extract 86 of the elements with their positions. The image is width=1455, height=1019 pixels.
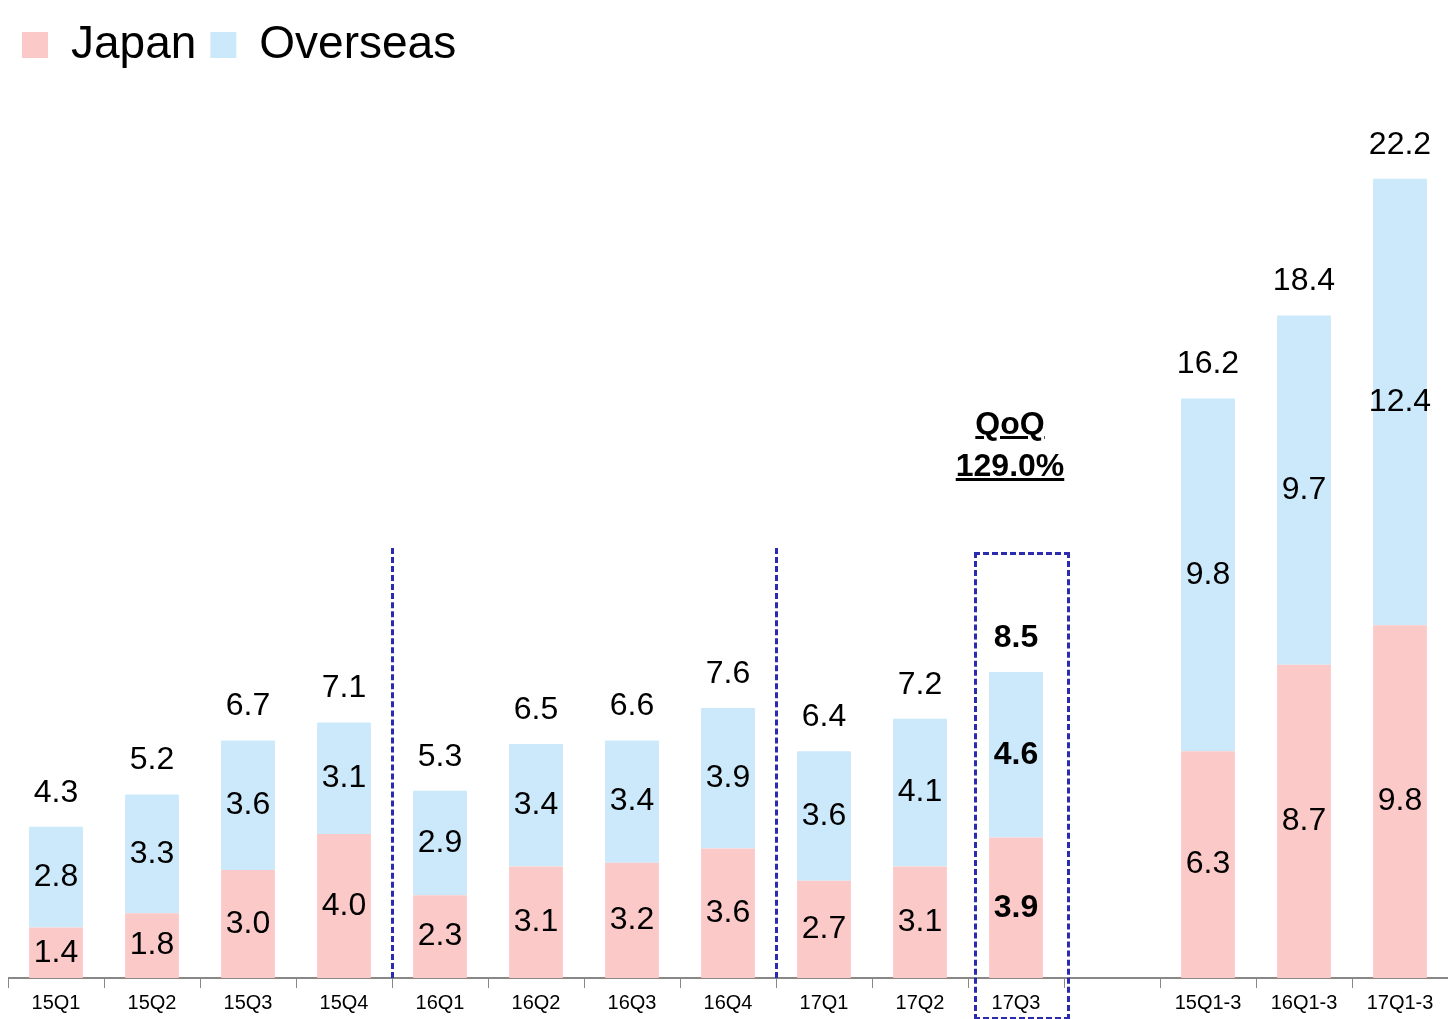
data-label: 12.4 [1368,381,1432,418]
data-label: 2.9 [417,822,463,859]
x-tick-label: 16Q4 [703,990,753,1013]
data-label: 3.9 [993,887,1039,924]
total-label: 7.2 [897,664,943,701]
bar [413,895,467,978]
total-label: 6.5 [513,689,559,726]
x-tick-label: 16Q3 [607,990,657,1013]
annotation: 129.0% [954,446,1066,485]
data-label: 3.6 [225,785,271,822]
data-label: 4.0 [321,885,367,922]
data-label: 3.0 [225,903,271,940]
bar [413,790,467,896]
data-label: 1.8 [129,925,175,962]
data-label: 2.8 [33,857,79,894]
data-label: 1.4 [33,932,79,969]
bar [605,740,659,863]
data-label: 3.3 [129,833,175,870]
data-label: 4.1 [897,772,943,809]
total-label: 6.7 [225,686,271,723]
data-label: 8.7 [1281,801,1327,838]
data-label: 3.4 [609,781,655,818]
bar [125,913,179,978]
data-label: 2.3 [417,916,463,953]
x-tick-label: 16Q2 [511,990,561,1013]
bar [605,862,659,978]
data-label: 9.8 [1185,554,1231,591]
x-tick-label: 17Q1-3 [1366,990,1434,1013]
data-label: 2.7 [801,909,847,946]
bar [797,880,851,978]
total-label: 4.3 [33,772,79,809]
annotation: QoQ [974,404,1046,443]
bar [1181,398,1235,752]
bar [989,837,1043,978]
bar [1373,625,1427,978]
total-label: 8.5 [993,617,1039,654]
total-label: 7.1 [321,668,367,705]
data-label: 3.1 [513,902,559,939]
data-label: 3.1 [321,758,367,795]
bar [317,834,371,978]
bar [893,866,947,978]
data-label: 9.8 [1377,781,1423,818]
bar [317,722,371,834]
data-label: 3.2 [609,900,655,937]
total-label: 6.4 [801,697,847,734]
x-tick-label: 16Q1 [415,990,465,1013]
data-label: 3.6 [801,795,847,832]
bar [125,794,179,914]
x-tick-label: 17Q2 [895,990,945,1013]
x-tick-label: 17Q1 [799,990,849,1013]
bar [29,826,83,928]
bar [1277,315,1331,665]
data-label: 6.3 [1185,844,1231,881]
data-label: 4.6 [993,734,1039,771]
total-label: 22.2 [1368,124,1432,161]
bar [1181,751,1235,978]
bar [509,744,563,867]
data-label: 9.7 [1281,470,1327,507]
bar [221,870,275,978]
data-label: 3.4 [513,785,559,822]
total-label: 7.6 [705,653,751,690]
data-label: 3.9 [705,758,751,795]
x-tick-label: 17Q3 [991,990,1041,1013]
total-label: 18.4 [1272,261,1336,298]
bar [221,740,275,870]
x-tick-label: 15Q1-3 [1174,990,1242,1013]
x-tick-label: 15Q2 [127,990,177,1013]
legend-label: Japan [71,15,197,68]
bar [1277,664,1331,978]
bar [509,866,563,978]
bar [701,848,755,978]
data-label: 3.1 [897,902,943,939]
bar [893,718,947,867]
x-tick-label: 16Q1-3 [1270,990,1338,1013]
data-label: 3.6 [705,893,751,930]
total-label: 16.2 [1176,344,1240,381]
x-tick-label: 15Q1 [31,990,81,1013]
bar [797,751,851,881]
total-label: 5.2 [129,740,175,777]
x-tick-label: 15Q3 [223,990,273,1013]
bar [701,708,755,849]
bar [989,672,1043,838]
legend-label: Overseas [259,15,457,68]
total-label: 5.3 [417,736,463,773]
total-label: 6.6 [609,686,655,723]
x-tick-label: 15Q4 [319,990,369,1013]
